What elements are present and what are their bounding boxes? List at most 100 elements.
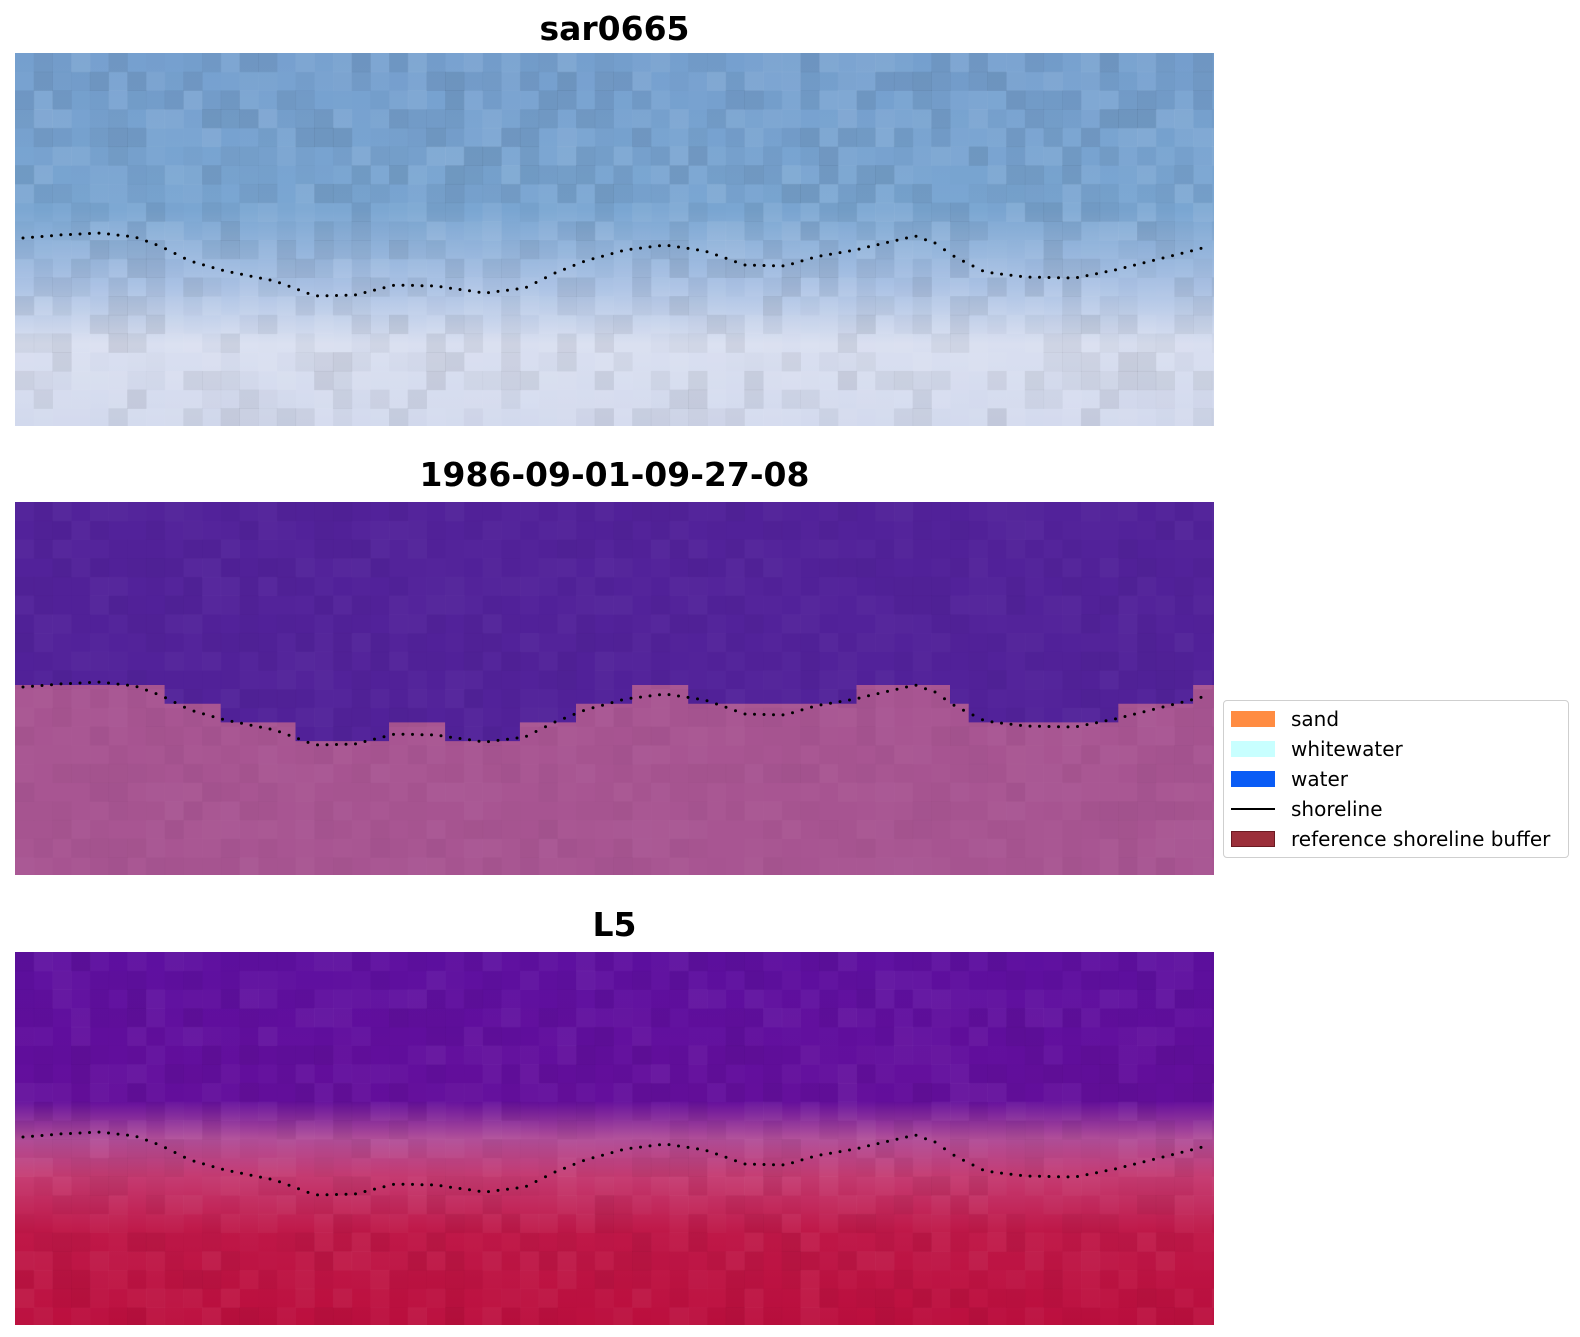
shoreline-dot (354, 1192, 357, 1196)
shoreline-dot (591, 257, 595, 261)
shoreline-dot (962, 1158, 965, 1162)
shoreline-dot (876, 243, 880, 247)
shoreline-dot (572, 712, 576, 716)
shoreline-dot (800, 708, 804, 712)
shoreline-dot (734, 1159, 737, 1163)
shoreline-dot (173, 1151, 177, 1154)
shoreline-dot (800, 1158, 804, 1162)
shoreline-dot (439, 285, 443, 289)
shoreline-dot (639, 695, 642, 699)
shoreline-dot (506, 1187, 509, 1191)
shoreline-dot (1095, 272, 1098, 276)
shoreline-dot (990, 1170, 994, 1174)
shoreline-dot (506, 737, 509, 741)
shoreline-dot (952, 254, 956, 258)
rgb-pixel-mosaic (15, 53, 1214, 426)
shoreline-dot (50, 1133, 53, 1137)
shoreline-dot (886, 240, 889, 244)
shoreline-dot (525, 734, 528, 738)
shoreline-dot (363, 740, 367, 743)
shoreline-dot (1019, 1173, 1022, 1177)
shoreline-dot (164, 1146, 167, 1150)
shoreline-dot (1171, 1153, 1174, 1157)
shoreline-dot (781, 264, 785, 268)
shoreline-dot (382, 735, 386, 739)
panel-title-classified: 1986-09-01-09-27-08 (419, 455, 810, 494)
shoreline-dot (582, 709, 585, 713)
legend-item-shoreline: shoreline (1231, 797, 1383, 821)
shoreline-dot (506, 288, 509, 292)
shoreline-dot (810, 705, 813, 709)
shoreline-dot (401, 732, 405, 736)
shoreline-dot (1152, 258, 1155, 262)
shoreline-dot (610, 252, 614, 256)
shoreline-dot (259, 276, 262, 280)
shoreline-dot (392, 1182, 395, 1186)
shoreline-dot (1095, 721, 1098, 725)
shoreline-dot (31, 684, 34, 688)
shoreline-dot (1161, 256, 1165, 260)
shoreline-dot (69, 682, 72, 685)
shoreline-dot (734, 260, 737, 264)
shoreline-dot (1047, 725, 1051, 728)
shoreline-dot (914, 683, 918, 687)
shoreline-dot (97, 680, 101, 684)
shoreline-dot (1057, 276, 1060, 280)
shoreline-dot (591, 1156, 595, 1160)
shoreline-dot (971, 264, 975, 268)
shoreline-dot (221, 1167, 224, 1171)
shoreline-dot (781, 713, 785, 717)
shoreline-dot (107, 681, 110, 685)
shoreline-dot (154, 1142, 158, 1146)
shoreline-dot (363, 291, 367, 294)
shoreline-dot (1038, 275, 1041, 279)
shoreline-dot (1019, 723, 1022, 727)
shoreline-dot (857, 696, 861, 700)
shoreline-dot (553, 1170, 557, 1174)
shoreline-dot (230, 270, 234, 274)
shoreline-dot (449, 286, 452, 290)
shoreline-dots (21, 680, 1203, 747)
shoreline-dots (21, 231, 1203, 298)
shoreline-dot (952, 703, 956, 707)
shoreline-dot (97, 231, 101, 235)
shoreline-dot (259, 725, 262, 729)
shoreline-dot (211, 1165, 215, 1169)
shoreline-dot (658, 1143, 661, 1147)
shoreline-dot (905, 236, 908, 240)
shoreline-dot (1190, 1148, 1193, 1152)
shoreline-dot (933, 1140, 937, 1144)
shoreline-dot (1171, 254, 1174, 258)
shoreline-dot (202, 712, 205, 716)
shoreline-dot (126, 683, 129, 687)
shoreline-dot (1123, 715, 1127, 718)
shoreline-dot (221, 717, 224, 721)
shoreline-dot (1142, 1160, 1146, 1164)
shoreline-dot (677, 694, 680, 698)
shoreline-dot (411, 283, 414, 287)
shoreline-dot (563, 267, 566, 271)
shoreline-dot (154, 243, 158, 247)
shoreline-dot (382, 286, 386, 290)
shoreline-dot (620, 1148, 623, 1152)
shoreline-dot (316, 294, 319, 298)
shoreline-dot (819, 254, 823, 258)
shoreline-dot (924, 1137, 927, 1141)
shoreline-dot (78, 681, 82, 685)
shoreline-dot (1133, 712, 1136, 716)
shoreline-dot (762, 264, 766, 267)
shoreline-dot (848, 698, 851, 702)
shoreline-dot (819, 1153, 823, 1157)
shoreline-dot (59, 682, 63, 686)
shoreline-dot (382, 1185, 386, 1189)
shoreline-dot (202, 263, 205, 267)
shoreline-dot (1095, 1171, 1098, 1175)
shoreline-dot (325, 294, 329, 298)
shoreline-dot (59, 233, 63, 237)
shoreline-dot (829, 252, 832, 256)
shoreline-dot (1085, 723, 1089, 727)
shoreline-dot (677, 1144, 680, 1148)
panel-title-rgb: sar0665 (539, 9, 690, 48)
shoreline-dot (838, 251, 842, 255)
shoreline-dot (1190, 249, 1193, 253)
